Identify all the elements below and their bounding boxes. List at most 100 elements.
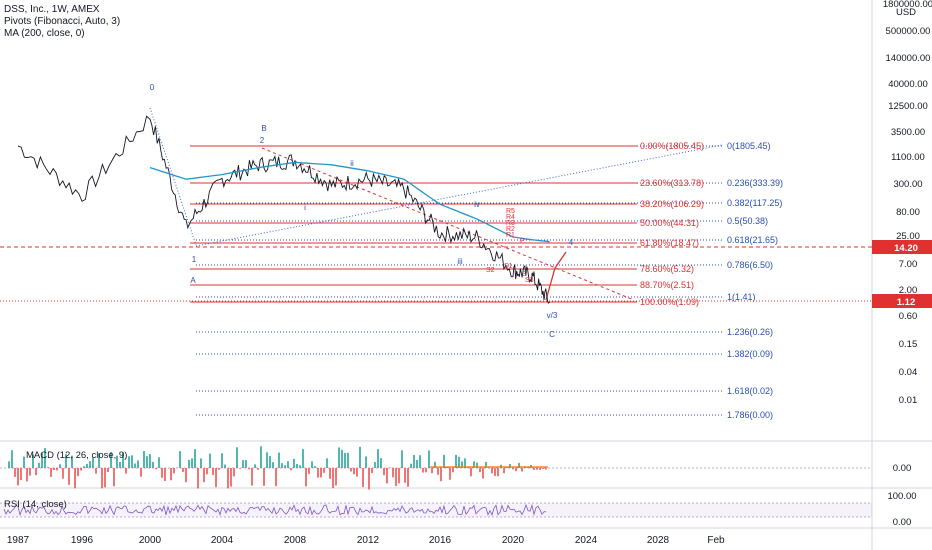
time-tick: 2000 <box>139 535 162 546</box>
macd-bar <box>350 468 352 472</box>
price-tick: 3500.00 <box>891 127 925 138</box>
macd-bar <box>293 458 295 468</box>
macd-bar <box>254 464 256 468</box>
rsi-line[interactable] <box>3 503 547 517</box>
macd-bar <box>218 468 220 470</box>
macd-bar <box>386 468 388 484</box>
macd-bar <box>443 454 445 468</box>
pivot-label: R2 <box>506 226 515 233</box>
macd-bar <box>392 468 394 478</box>
macd-bar <box>482 468 484 479</box>
macd-bar <box>257 468 259 470</box>
macd-bar <box>266 452 268 468</box>
macd-bar <box>491 468 493 474</box>
macd-bar <box>512 468 514 470</box>
macd-bar <box>56 468 58 471</box>
macd-bar <box>317 468 319 478</box>
price-tick: 2.00 <box>899 285 918 296</box>
current-price-badge <box>872 294 932 308</box>
macd-bar <box>356 468 358 477</box>
price-tick: 0.01 <box>899 395 918 406</box>
fib-extension-label: 1.618(0.02) <box>727 386 773 396</box>
macd-bar <box>305 468 307 487</box>
macd-tick: 0.00 <box>893 463 912 474</box>
macd-bar <box>533 468 535 470</box>
macd-bar <box>401 450 403 468</box>
price-tick: 1100.00 <box>891 152 925 163</box>
macd-bar <box>26 468 28 482</box>
price-tick: 0.04 <box>899 367 918 378</box>
ma-line[interactable] <box>149 161 550 243</box>
macd-pane: 0.00 <box>0 446 912 490</box>
wave-label: 2 <box>260 136 265 145</box>
macd-bar <box>461 461 463 468</box>
macd-bar <box>509 464 511 468</box>
time-tick: 1996 <box>71 535 94 546</box>
macd-bar <box>200 458 202 468</box>
indicator-ma[interactable]: MA (200, close, 0) <box>4 28 85 39</box>
fib-retracement-label: 23.60%(313.78) <box>640 178 704 188</box>
macd-bar <box>182 468 184 472</box>
macd-bar <box>272 462 274 468</box>
pivot-label: R5 <box>506 208 515 215</box>
symbol-title: DSS, Inc., 1W, AMEX <box>4 4 100 15</box>
fib-retracement-label: 50.00%(44.31) <box>640 218 699 228</box>
macd-bar <box>452 468 454 473</box>
macd-bar <box>251 468 253 486</box>
wave-label: B <box>261 124 266 133</box>
macd-bar <box>110 451 112 468</box>
macd-bar <box>329 468 331 479</box>
macd-bar <box>383 468 385 476</box>
macd-bar <box>380 458 382 468</box>
macd-bar <box>308 468 310 474</box>
macd-bar <box>86 463 88 468</box>
macd-bar <box>455 454 457 468</box>
price-tick: 7.00 <box>899 259 918 270</box>
macd-bar <box>227 468 229 489</box>
macd-bar <box>503 468 505 474</box>
macd-bar <box>146 456 148 468</box>
macd-bar <box>161 468 163 478</box>
wave-label: 1 <box>192 255 197 264</box>
fib-extension-label: 1(1.41) <box>727 292 756 302</box>
price-tick: 140000.00 <box>886 53 931 64</box>
macd-label: MACD (12, 26, close, 9) <box>26 450 127 461</box>
last-price-badge <box>872 240 932 254</box>
macd-bar <box>158 457 160 468</box>
macd-bar <box>368 468 370 490</box>
fib-extension-label: 0.236(333.39) <box>727 178 783 188</box>
macd-bar <box>23 456 25 468</box>
fib-extension-label: 0.5(50.38) <box>727 216 768 226</box>
time-axis: 1987 1996 2000 2004 2008 2012 2016 2020 2024 2028… <box>7 535 725 546</box>
time-tick: 2012 <box>357 535 380 546</box>
trend-line-down <box>261 147 635 301</box>
macd-bar <box>341 449 343 468</box>
macd-bar <box>371 468 373 474</box>
macd-bar <box>476 462 478 468</box>
pivot-label: S1 <box>504 263 513 270</box>
macd-bar <box>302 449 304 468</box>
macd-bar <box>170 468 172 481</box>
macd-bar <box>134 463 136 468</box>
pivot-label: S <box>522 271 527 278</box>
fib-retracement-label: 38.20%(106.29) <box>640 199 704 209</box>
price-tick: 300.00 <box>893 179 922 190</box>
macd-bar <box>14 468 16 477</box>
macd-bar <box>404 468 406 483</box>
macd-bar <box>95 468 97 474</box>
price-line[interactable] <box>17 115 550 304</box>
macd-bar <box>347 452 349 468</box>
fib-retracement-label: 88.70%(2.51) <box>640 280 694 290</box>
macd-bar <box>464 458 466 468</box>
macd-bar <box>320 468 322 478</box>
last-price-label: 14.20 <box>894 243 918 254</box>
macd-bar <box>101 468 103 489</box>
macd-bar <box>155 468 157 470</box>
macd-bar <box>431 468 433 474</box>
indicator-pivots[interactable]: Pivots (Fibonacci, Auto, 3) <box>4 16 121 27</box>
price-series <box>17 115 550 304</box>
chart-legend: DSS, Inc., 1W, AMEX Pivots (Fibonacci, A… <box>4 4 120 40</box>
macd-bar <box>35 468 37 476</box>
